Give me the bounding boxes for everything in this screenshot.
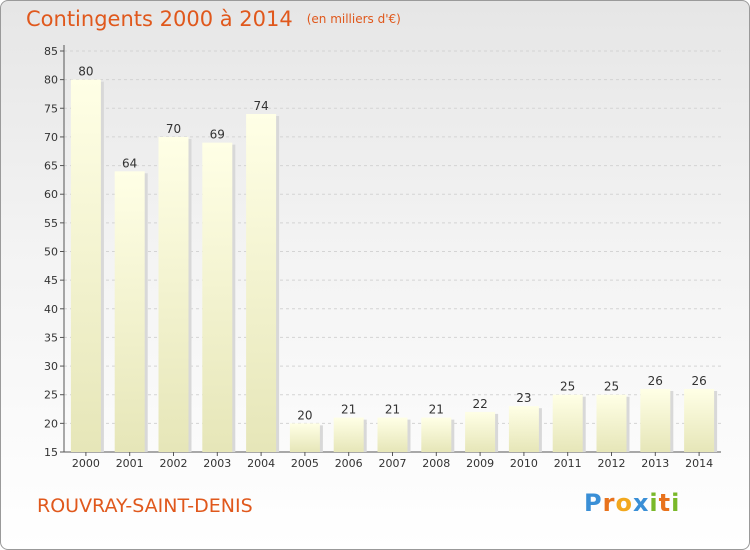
x-tick-label: 2005 [291, 457, 319, 470]
y-tick-label: 65 [44, 160, 58, 173]
bars [70, 79, 718, 453]
bar-2010 [508, 406, 539, 452]
bar-2008 [421, 417, 452, 452]
bar-2001 [114, 171, 145, 453]
value-label: 25 [604, 380, 619, 394]
bar-2002 [158, 136, 189, 452]
commune-name: ROUVRAY-SAINT-DENIS [37, 495, 253, 517]
bar-2004 [246, 114, 277, 452]
bar-2013 [640, 388, 671, 452]
y-tick-label: 70 [44, 131, 58, 144]
bar-2011 [552, 394, 583, 452]
labels: 80 2000 64 2001 70 2002 69 2003 74 2004 20 2005 21 20… [72, 65, 713, 470]
x-tick-label: 2008 [422, 457, 450, 470]
logo-letter: x [632, 489, 650, 517]
y-tick-label: 30 [44, 360, 58, 373]
x-tick-label: 2000 [72, 457, 100, 470]
x-tick-label: 2011 [554, 457, 582, 470]
y-tick-label: 20 [44, 417, 58, 430]
bar-2003 [202, 142, 233, 452]
value-label: 22 [472, 397, 487, 411]
value-label: 26 [691, 374, 706, 388]
logo-letter: i [671, 489, 681, 517]
value-label: 80 [78, 65, 93, 79]
bar-2005 [289, 423, 320, 452]
y-tick-label: 25 [44, 389, 58, 402]
x-tick-label: 2004 [247, 457, 275, 470]
subtitle-text: (en milliers d'€) [306, 12, 401, 26]
bar-2012 [596, 394, 627, 452]
value-label: 21 [341, 403, 356, 417]
logo-letter: o [615, 489, 633, 517]
x-tick-label: 2013 [641, 457, 669, 470]
y-tick-label: 15 [44, 446, 58, 459]
x-tick-label: 2003 [203, 457, 231, 470]
proxiti-logo[interactable]: Proxiti [584, 489, 680, 517]
chart-title: Contingents 2000 à 2014 (en milliers d'€) [26, 7, 401, 31]
y-tick-label: 80 [44, 74, 58, 87]
x-tick-label: 2012 [598, 457, 626, 470]
value-label: 21 [385, 403, 400, 417]
value-label: 70 [166, 122, 181, 136]
value-label: 69 [210, 128, 225, 142]
bar-2009 [465, 411, 496, 452]
bar-2006 [333, 417, 364, 452]
value-label: 74 [253, 99, 268, 113]
y-tick-label: 55 [44, 217, 58, 230]
logo-letter: i [649, 489, 659, 517]
value-label: 20 [297, 408, 312, 422]
value-label: 64 [122, 156, 137, 170]
x-tick-label: 2006 [335, 457, 363, 470]
logo-letter: P [584, 489, 603, 517]
y-tick-label: 40 [44, 303, 58, 316]
value-label: 23 [516, 391, 531, 405]
value-label: 21 [429, 403, 444, 417]
x-tick-label: 2010 [510, 457, 538, 470]
x-tick-label: 2002 [160, 457, 188, 470]
x-tick-label: 2014 [685, 457, 713, 470]
x-tick-label: 2001 [116, 457, 144, 470]
x-tick-label: 2007 [379, 457, 407, 470]
y-tick-label: 85 [44, 45, 58, 58]
title-text: Contingents 2000 à 2014 [26, 7, 293, 31]
y-tick-label: 50 [44, 246, 58, 259]
bar-2000 [70, 79, 101, 453]
logo-letter: r [602, 489, 616, 517]
bar-2007 [377, 417, 408, 452]
y-tick-label: 75 [44, 102, 58, 115]
y-tick-label: 45 [44, 274, 58, 287]
value-label: 26 [648, 374, 663, 388]
y-tick-label: 60 [44, 188, 58, 201]
y-tick-label: 35 [44, 331, 58, 344]
x-tick-label: 2009 [466, 457, 494, 470]
bar-2014 [684, 388, 715, 452]
logo-letter: t [658, 489, 672, 517]
value-label: 25 [560, 380, 575, 394]
